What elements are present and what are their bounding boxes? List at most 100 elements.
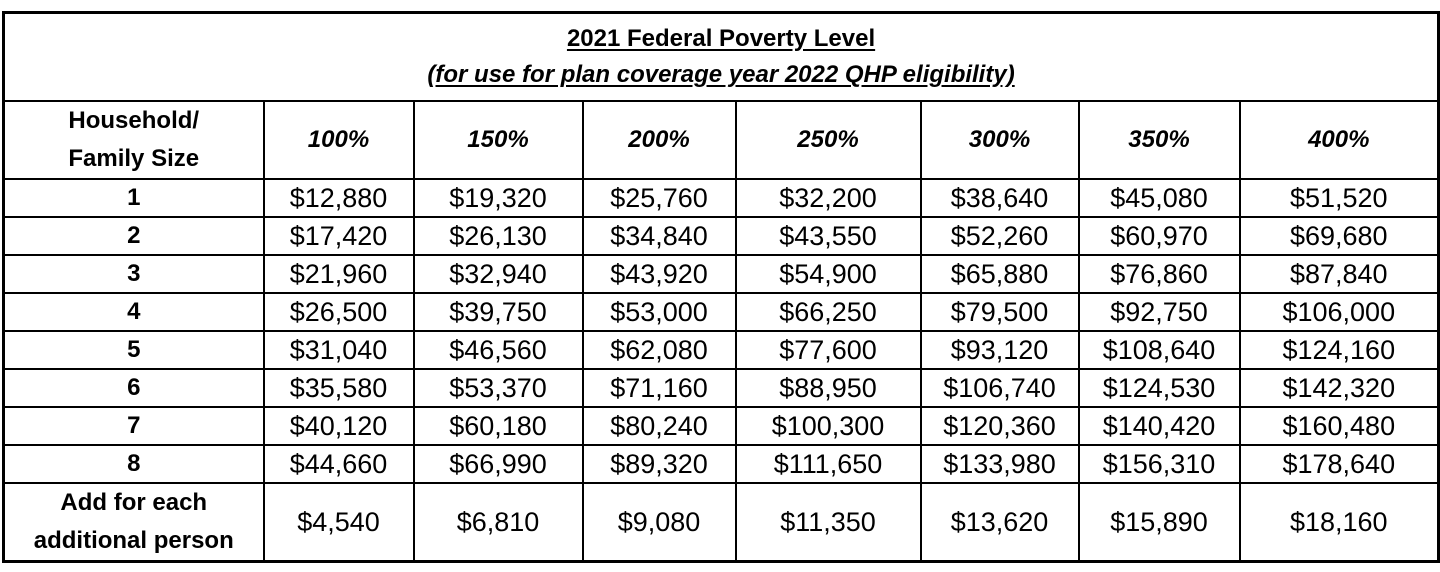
- income-cell: $40,120: [262, 406, 415, 446]
- household-size-cell: 4: [2, 292, 265, 332]
- table-row: 8 $44,660 $66,990 $89,320 $111,650 $133,980 $1…: [2, 444, 1440, 484]
- additional-person-label-line2: additional person: [33, 527, 234, 554]
- income-cell: $178,640: [1238, 444, 1440, 484]
- income-cell: $45,080: [1077, 178, 1241, 218]
- table-subtitle: (for use for plan coverage year 2022 QHP…: [427, 61, 1015, 88]
- income-cell: $106,740: [919, 368, 1080, 408]
- income-cell: $43,920: [581, 254, 737, 294]
- percent-header: 350%: [1077, 100, 1241, 180]
- household-size-cell: 8: [2, 444, 265, 484]
- income-cell: $17,420: [262, 216, 415, 256]
- income-cell: $160,480: [1238, 406, 1440, 446]
- income-cell: $53,000: [581, 292, 737, 332]
- income-cell: $89,320: [581, 444, 737, 484]
- household-size-cell: 7: [2, 406, 265, 446]
- table-row: 6 $35,580 $53,370 $71,160 $88,950 $106,740 $12…: [2, 368, 1440, 408]
- percent-header: 250%: [734, 100, 922, 180]
- household-size-cell: 6: [2, 368, 265, 408]
- percent-header: 150%: [412, 100, 584, 180]
- income-cell: $54,900: [734, 254, 922, 294]
- percent-header: 400%: [1238, 100, 1440, 180]
- income-cell: $26,130: [412, 216, 584, 256]
- additional-person-cell: $13,620: [919, 482, 1080, 563]
- income-cell: $111,650: [734, 444, 922, 484]
- income-cell: $88,950: [734, 368, 922, 408]
- income-cell: $38,640: [919, 178, 1080, 218]
- income-cell: $79,500: [919, 292, 1080, 332]
- income-cell: $12,880: [262, 178, 415, 218]
- table-row: 3 $21,960 $32,940 $43,920 $54,900 $65,880 $76,…: [2, 254, 1440, 294]
- income-cell: $124,160: [1238, 330, 1440, 370]
- income-cell: $51,520: [1238, 178, 1440, 218]
- income-cell: $120,360: [919, 406, 1080, 446]
- income-cell: $93,120: [919, 330, 1080, 370]
- income-cell: $62,080: [581, 330, 737, 370]
- table-body: 2021 Federal Poverty Level (for use for …: [2, 11, 1440, 563]
- income-cell: $32,940: [412, 254, 584, 294]
- income-cell: $156,310: [1077, 444, 1241, 484]
- income-cell: $69,680: [1238, 216, 1440, 256]
- additional-person-cell: $11,350: [734, 482, 922, 563]
- income-cell: $60,970: [1077, 216, 1241, 256]
- income-cell: $46,560: [412, 330, 584, 370]
- table-row: 5 $31,040 $46,560 $62,080 $77,600 $93,120 $108…: [2, 330, 1440, 370]
- income-cell: $100,300: [734, 406, 922, 446]
- table-title-cell: 2021 Federal Poverty Level (for use for …: [2, 11, 1440, 102]
- household-size-cell: 1: [2, 178, 265, 218]
- additional-person-label-line1: Add for each: [60, 489, 208, 516]
- additional-person-cell: $18,160: [1238, 482, 1440, 563]
- additional-person-cell: $6,810: [412, 482, 584, 563]
- additional-person-row: Add for each additional person $4,540 $6,81…: [2, 482, 1440, 563]
- income-cell: $39,750: [412, 292, 584, 332]
- percent-header: 200%: [581, 100, 737, 180]
- income-cell: $133,980: [919, 444, 1080, 484]
- income-cell: $76,860: [1077, 254, 1241, 294]
- income-cell: $92,750: [1077, 292, 1241, 332]
- income-cell: $87,840: [1238, 254, 1440, 294]
- income-cell: $142,320: [1238, 368, 1440, 408]
- income-cell: $52,260: [919, 216, 1080, 256]
- income-cell: $108,640: [1077, 330, 1241, 370]
- income-cell: $66,250: [734, 292, 922, 332]
- title-row: 2021 Federal Poverty Level (for use for …: [2, 11, 1440, 102]
- table-title: 2021 Federal Poverty Level: [566, 25, 876, 52]
- income-cell: $53,370: [412, 368, 584, 408]
- header-row: Household/ Family Size 100% 150% 200% 25…: [2, 100, 1440, 180]
- income-cell: $66,990: [412, 444, 584, 484]
- income-cell: $21,960: [262, 254, 415, 294]
- table-row: 4 $26,500 $39,750 $53,000 $66,250 $79,500 $92,…: [2, 292, 1440, 332]
- income-cell: $43,550: [734, 216, 922, 256]
- household-size-header-line1: Household/: [68, 107, 200, 134]
- table-row: 2 $17,420 $26,130 $34,840 $43,550 $52,260 $60,…: [2, 216, 1440, 256]
- income-cell: $140,420: [1077, 406, 1241, 446]
- table-row: 7 $40,120 $60,180 $80,240 $100,300 $120,360 $1…: [2, 406, 1440, 446]
- percent-header: 300%: [919, 100, 1080, 180]
- household-size-header: Household/ Family Size: [2, 100, 265, 180]
- poverty-level-table: 2021 Federal Poverty Level (for use for …: [2, 11, 1440, 563]
- additional-person-cell: $4,540: [262, 482, 415, 563]
- income-cell: $60,180: [412, 406, 584, 446]
- income-cell: $80,240: [581, 406, 737, 446]
- household-size-cell: 3: [2, 254, 265, 294]
- table-row: 1 $12,880 $19,320 $25,760 $32,200 $38,640 $45,…: [2, 178, 1440, 218]
- income-cell: $25,760: [581, 178, 737, 218]
- income-cell: $31,040: [262, 330, 415, 370]
- additional-person-label: Add for each additional person: [2, 482, 265, 563]
- income-cell: $34,840: [581, 216, 737, 256]
- income-cell: $77,600: [734, 330, 922, 370]
- income-cell: $106,000: [1238, 292, 1440, 332]
- income-cell: $65,880: [919, 254, 1080, 294]
- income-cell: $26,500: [262, 292, 415, 332]
- income-cell: $124,530: [1077, 368, 1241, 408]
- additional-person-cell: $9,080: [581, 482, 737, 563]
- income-cell: $44,660: [262, 444, 415, 484]
- income-cell: $32,200: [734, 178, 922, 218]
- household-size-cell: 2: [2, 216, 265, 256]
- household-size-header-line2: Family Size: [68, 145, 200, 172]
- percent-header: 100%: [262, 100, 415, 180]
- household-size-cell: 5: [2, 330, 265, 370]
- additional-person-cell: $15,890: [1077, 482, 1241, 563]
- income-cell: $35,580: [262, 368, 415, 408]
- income-cell: $71,160: [581, 368, 737, 408]
- income-cell: $19,320: [412, 178, 584, 218]
